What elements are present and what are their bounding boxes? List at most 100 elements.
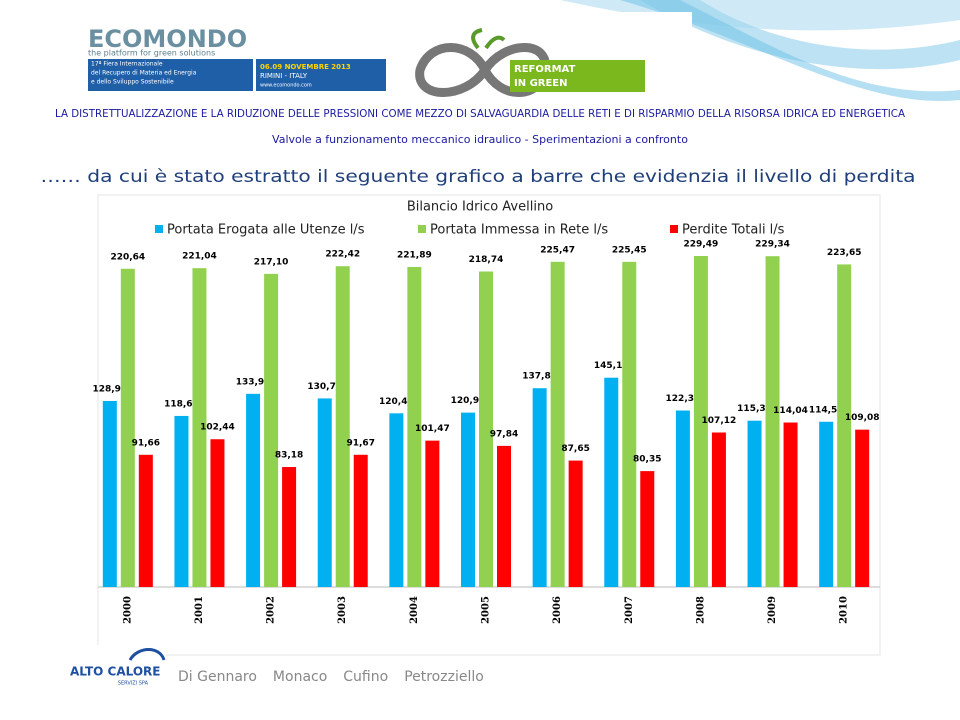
value-label: 114,57 xyxy=(809,405,844,415)
value-label: 225,47 xyxy=(540,245,575,255)
value-label: 115,30 xyxy=(737,404,772,414)
bar xyxy=(604,377,619,587)
bar xyxy=(264,273,279,587)
bar xyxy=(837,264,852,587)
value-label: 130,75 xyxy=(307,382,342,392)
value-label: 120,90 xyxy=(451,396,486,406)
legend-swatch xyxy=(418,225,426,233)
badge: IN GREEN xyxy=(514,78,568,89)
author: Cufino xyxy=(343,669,388,685)
value-label: 87,65 xyxy=(561,444,589,454)
value-label: 222,42 xyxy=(325,250,360,260)
value-label: 102,44 xyxy=(200,423,235,433)
date-box xyxy=(256,59,386,91)
value-label: 91,67 xyxy=(346,438,374,448)
slide-subtitle: Valvole a funzionamento meccanico idraul… xyxy=(272,133,688,146)
x-tick-label: 2008 xyxy=(695,596,706,624)
value-label: 225,45 xyxy=(612,245,647,255)
x-tick-label: 2009 xyxy=(767,596,778,624)
value-label: 137,82 xyxy=(522,372,557,382)
badge: REFORMAT xyxy=(514,64,575,75)
swoosh xyxy=(620,0,960,101)
heading: …… da cui è stato estratto il seguente g… xyxy=(41,167,916,187)
bar xyxy=(622,261,637,587)
value-label: 114,04 xyxy=(773,406,808,416)
author: Di Gennaro xyxy=(178,669,257,685)
bar xyxy=(747,420,762,587)
legend-swatch xyxy=(670,225,678,233)
value-label: 133,92 xyxy=(236,377,271,387)
company: ALTO CALORE xyxy=(70,665,160,679)
value-label: 217,10 xyxy=(254,257,289,267)
fair-box xyxy=(88,59,253,91)
logo: ECOMONDO xyxy=(88,25,247,53)
bar xyxy=(335,266,350,587)
bar xyxy=(640,471,655,587)
bar xyxy=(174,415,189,587)
value-label: 122,37 xyxy=(666,394,701,404)
bar xyxy=(353,454,368,587)
leaf xyxy=(471,28,506,50)
bar xyxy=(246,393,261,587)
value-label: 107,12 xyxy=(702,416,737,426)
dates: 06.09 NOVEMBRE 2013 xyxy=(260,63,351,71)
bar xyxy=(479,271,493,587)
x-tick-label: 2004 xyxy=(409,596,420,624)
bar xyxy=(675,410,690,587)
bar xyxy=(461,412,475,587)
bar xyxy=(819,421,834,587)
tagline: the platform for green solutions xyxy=(88,49,215,58)
place: RIMINI - ITALY xyxy=(260,72,308,80)
chart-title: Bilancio Idrico Avellino xyxy=(407,200,553,215)
x-tick-label: 2005 xyxy=(481,596,492,624)
slide-title: LA DISTRETTUALIZZAZIONE E LA RIDUZIONE D… xyxy=(55,107,905,120)
x-tick-label: 2003 xyxy=(337,596,348,624)
value-label: 97,84 xyxy=(490,429,518,439)
fair: 17ª Fiera Internazionale xyxy=(91,61,163,68)
bar xyxy=(711,432,726,587)
legend-label: Portata Immessa in Rete l/s xyxy=(430,223,608,238)
author: Monaco xyxy=(273,669,327,685)
value-label: 120,42 xyxy=(379,397,414,407)
value-label: 223,65 xyxy=(827,248,862,258)
value-label: 128,98 xyxy=(92,384,127,394)
bar xyxy=(765,256,780,587)
value-label: 220,64 xyxy=(110,252,145,262)
x-tick-label: 2010 xyxy=(839,596,850,624)
bar xyxy=(855,429,870,587)
author: Petrozziello xyxy=(404,669,484,685)
value-label: 229,49 xyxy=(684,240,719,250)
bar xyxy=(192,268,207,587)
value-label: 80,35 xyxy=(633,455,661,465)
legend-swatch xyxy=(155,225,163,233)
legend-label: Perdite Totali l/s xyxy=(682,223,785,238)
bar xyxy=(317,398,332,587)
fair: del Recupero di Materia ed Energia xyxy=(91,70,197,77)
value-label: 101,47 xyxy=(415,424,450,434)
x-tick-label: 2001 xyxy=(194,596,205,624)
bar xyxy=(783,422,798,587)
bar xyxy=(389,413,404,587)
value-label: 145,10 xyxy=(594,361,629,371)
bar xyxy=(550,261,565,587)
x-tick-label: 2002 xyxy=(266,596,277,624)
value-label: 221,04 xyxy=(182,252,217,262)
bar xyxy=(282,467,297,587)
bar xyxy=(102,400,117,587)
bar xyxy=(425,440,440,587)
x-tick-label: 2000 xyxy=(122,596,133,624)
badge-box xyxy=(510,60,645,92)
x-tick-label: 2006 xyxy=(552,596,563,624)
bar xyxy=(693,256,708,587)
value-label: 83,18 xyxy=(275,451,303,461)
bar xyxy=(568,460,583,587)
bar xyxy=(497,445,511,587)
legend-label: Portata Erogata alle Utenze l/s xyxy=(167,223,365,238)
site: www.ecomondo.com xyxy=(260,83,312,89)
value-label: 91,66 xyxy=(132,438,160,448)
bar xyxy=(120,268,135,587)
bar xyxy=(210,439,225,587)
bar xyxy=(532,388,547,587)
